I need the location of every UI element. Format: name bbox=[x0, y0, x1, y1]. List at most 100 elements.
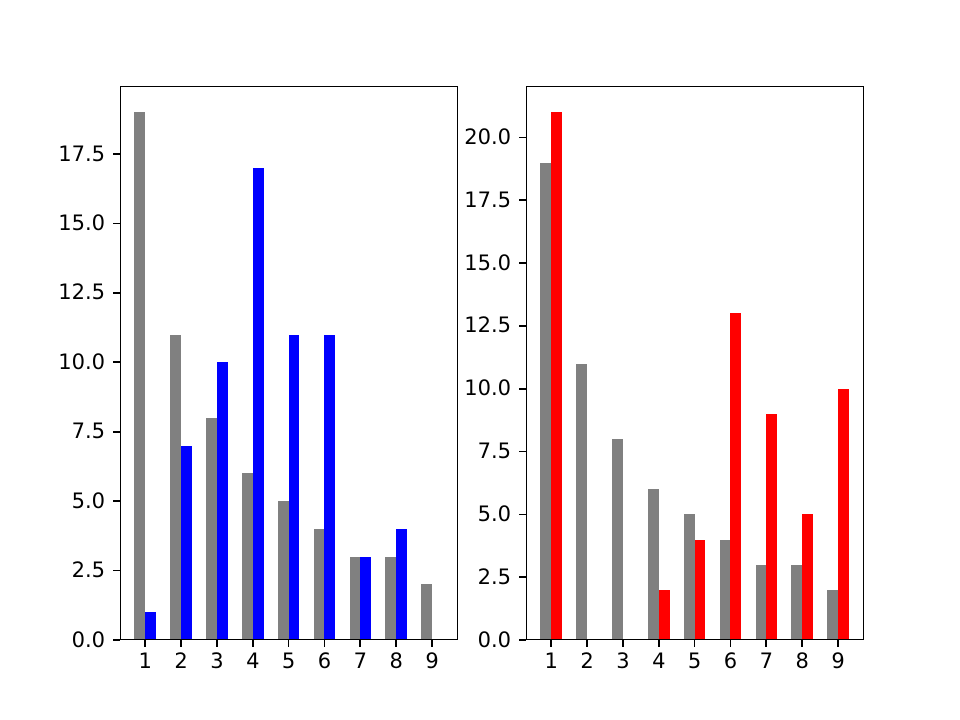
right-bar-red-x7 bbox=[766, 413, 778, 640]
left-x-tick-label-3: 3 bbox=[210, 649, 224, 673]
right-y-tick-5.0 bbox=[519, 513, 526, 516]
left-x-tick-4 bbox=[251, 640, 254, 647]
right-subplot-axes bbox=[526, 86, 864, 640]
left-y-tick-label-7.5: 7.5 bbox=[71, 419, 105, 444]
left-x-tick-label-9: 9 bbox=[425, 649, 439, 673]
right-y-tick-label-20.0: 20.0 bbox=[464, 125, 511, 149]
left-y-tick-5.0 bbox=[113, 500, 120, 502]
right-y-tick-2.5 bbox=[519, 576, 526, 579]
right-x-tick-6 bbox=[729, 640, 732, 647]
right-x-tick-1 bbox=[550, 640, 553, 647]
right-y-tick-label-12.5: 12.5 bbox=[464, 313, 511, 338]
right-bar-red-x5 bbox=[694, 539, 706, 640]
right-y-tick-17.5 bbox=[519, 199, 526, 202]
right-y-tick-12.5 bbox=[519, 325, 526, 327]
left-bar-blue-x7 bbox=[360, 556, 372, 640]
left-bar-gray-x5 bbox=[277, 501, 289, 640]
left-bar-gray-x9 bbox=[421, 584, 432, 640]
right-x-tick-label-8: 8 bbox=[795, 649, 809, 673]
left-x-tick-7 bbox=[359, 640, 362, 647]
right-y-tick-label-5.0: 5.0 bbox=[477, 501, 511, 526]
right-x-tick-7 bbox=[765, 640, 768, 647]
right-y-tick-7.5 bbox=[519, 450, 526, 453]
right-x-tick-3 bbox=[622, 640, 624, 647]
right-x-tick-label-3: 3 bbox=[616, 649, 630, 673]
left-y-tick-7.5 bbox=[113, 430, 120, 433]
left-y-tick-label-10.0: 10.0 bbox=[58, 349, 105, 374]
right-y-tick-0.0 bbox=[519, 639, 526, 641]
left-bar-blue-x3 bbox=[216, 362, 228, 640]
right-y-tick-label-15.0: 15.0 bbox=[464, 250, 511, 275]
left-bar-gray-x4 bbox=[241, 473, 253, 640]
left-x-tick-label-8: 8 bbox=[389, 649, 403, 673]
left-x-tick-1 bbox=[144, 640, 147, 647]
right-x-tick-label-9: 9 bbox=[831, 649, 845, 673]
right-y-tick-label-7.5: 7.5 bbox=[477, 439, 511, 464]
right-bar-gray-x2 bbox=[576, 363, 588, 640]
left-y-tick-17.5 bbox=[113, 153, 120, 155]
left-x-tick-label-6: 6 bbox=[317, 649, 332, 673]
left-bar-gray-x7 bbox=[349, 556, 361, 640]
right-x-tick-label-2: 2 bbox=[580, 649, 594, 673]
right-x-tick-5 bbox=[693, 640, 696, 647]
left-bar-blue-x2 bbox=[181, 445, 192, 640]
right-x-tick-label-5: 5 bbox=[687, 649, 702, 673]
left-y-tick-label-5.0: 5.0 bbox=[71, 488, 105, 513]
left-x-tick-label-5: 5 bbox=[281, 649, 296, 673]
left-bar-gray-x2 bbox=[170, 334, 182, 640]
left-bar-blue-x5 bbox=[288, 334, 300, 640]
left-x-tick-label-7: 7 bbox=[353, 649, 367, 673]
left-bar-gray-x6 bbox=[313, 528, 325, 640]
left-bar-gray-x1 bbox=[134, 112, 146, 640]
left-bar-blue-x4 bbox=[252, 167, 264, 640]
left-bar-blue-x1 bbox=[145, 612, 156, 640]
left-x-tick-2 bbox=[180, 640, 182, 647]
left-subplot-axes bbox=[120, 86, 458, 640]
right-y-tick-label-10.0: 10.0 bbox=[464, 376, 511, 401]
right-x-tick-label-1: 1 bbox=[544, 649, 558, 673]
right-bar-gray-x3 bbox=[612, 439, 623, 640]
left-x-tick-label-4: 4 bbox=[246, 649, 260, 673]
right-bar-gray-x9 bbox=[827, 589, 838, 640]
left-x-tick-8 bbox=[395, 640, 397, 647]
left-bar-blue-x8 bbox=[396, 528, 407, 640]
right-bar-gray-x8 bbox=[791, 564, 803, 640]
left-y-tick-15.0 bbox=[113, 222, 120, 225]
right-bar-red-x6 bbox=[730, 313, 742, 640]
left-bar-gray-x3 bbox=[206, 417, 217, 640]
left-y-tick-label-0.0: 0.0 bbox=[71, 627, 105, 652]
right-x-tick-9 bbox=[837, 640, 839, 647]
left-y-tick-label-12.5: 12.5 bbox=[58, 280, 105, 305]
right-x-tick-4 bbox=[657, 640, 660, 647]
right-y-tick-15.0 bbox=[519, 262, 526, 264]
right-bar-red-x4 bbox=[658, 589, 670, 640]
left-y-tick-label-2.5: 2.5 bbox=[71, 558, 105, 583]
right-y-tick-20.0 bbox=[519, 136, 526, 139]
left-y-tick-12.5 bbox=[113, 292, 120, 294]
left-y-tick-0.0 bbox=[113, 639, 120, 641]
left-x-tick-label-2: 2 bbox=[174, 649, 188, 673]
left-y-tick-label-15.0: 15.0 bbox=[58, 210, 105, 235]
right-x-tick-2 bbox=[586, 640, 588, 647]
left-x-tick-5 bbox=[287, 640, 290, 647]
left-x-tick-9 bbox=[431, 640, 433, 647]
left-bar-blue-x6 bbox=[324, 334, 336, 640]
left-y-tick-label-17.5: 17.5 bbox=[58, 141, 105, 166]
right-x-tick-8 bbox=[801, 640, 803, 647]
right-bar-red-x8 bbox=[802, 514, 813, 640]
right-y-tick-label-2.5: 2.5 bbox=[477, 564, 511, 589]
right-x-tick-label-7: 7 bbox=[759, 649, 773, 673]
right-bar-gray-x5 bbox=[683, 514, 695, 640]
right-bar-gray-x4 bbox=[647, 489, 659, 640]
right-bar-gray-x7 bbox=[755, 564, 767, 640]
right-bar-red-x1 bbox=[551, 112, 562, 640]
left-x-tick-6 bbox=[323, 640, 326, 647]
left-x-tick-3 bbox=[216, 640, 218, 647]
right-x-tick-label-6: 6 bbox=[723, 649, 738, 673]
right-y-tick-label-0.0: 0.0 bbox=[477, 627, 511, 652]
right-bar-gray-x1 bbox=[540, 162, 552, 640]
left-bar-gray-x8 bbox=[385, 556, 397, 640]
left-y-tick-2.5 bbox=[113, 569, 120, 572]
right-bar-red-x9 bbox=[838, 388, 849, 640]
